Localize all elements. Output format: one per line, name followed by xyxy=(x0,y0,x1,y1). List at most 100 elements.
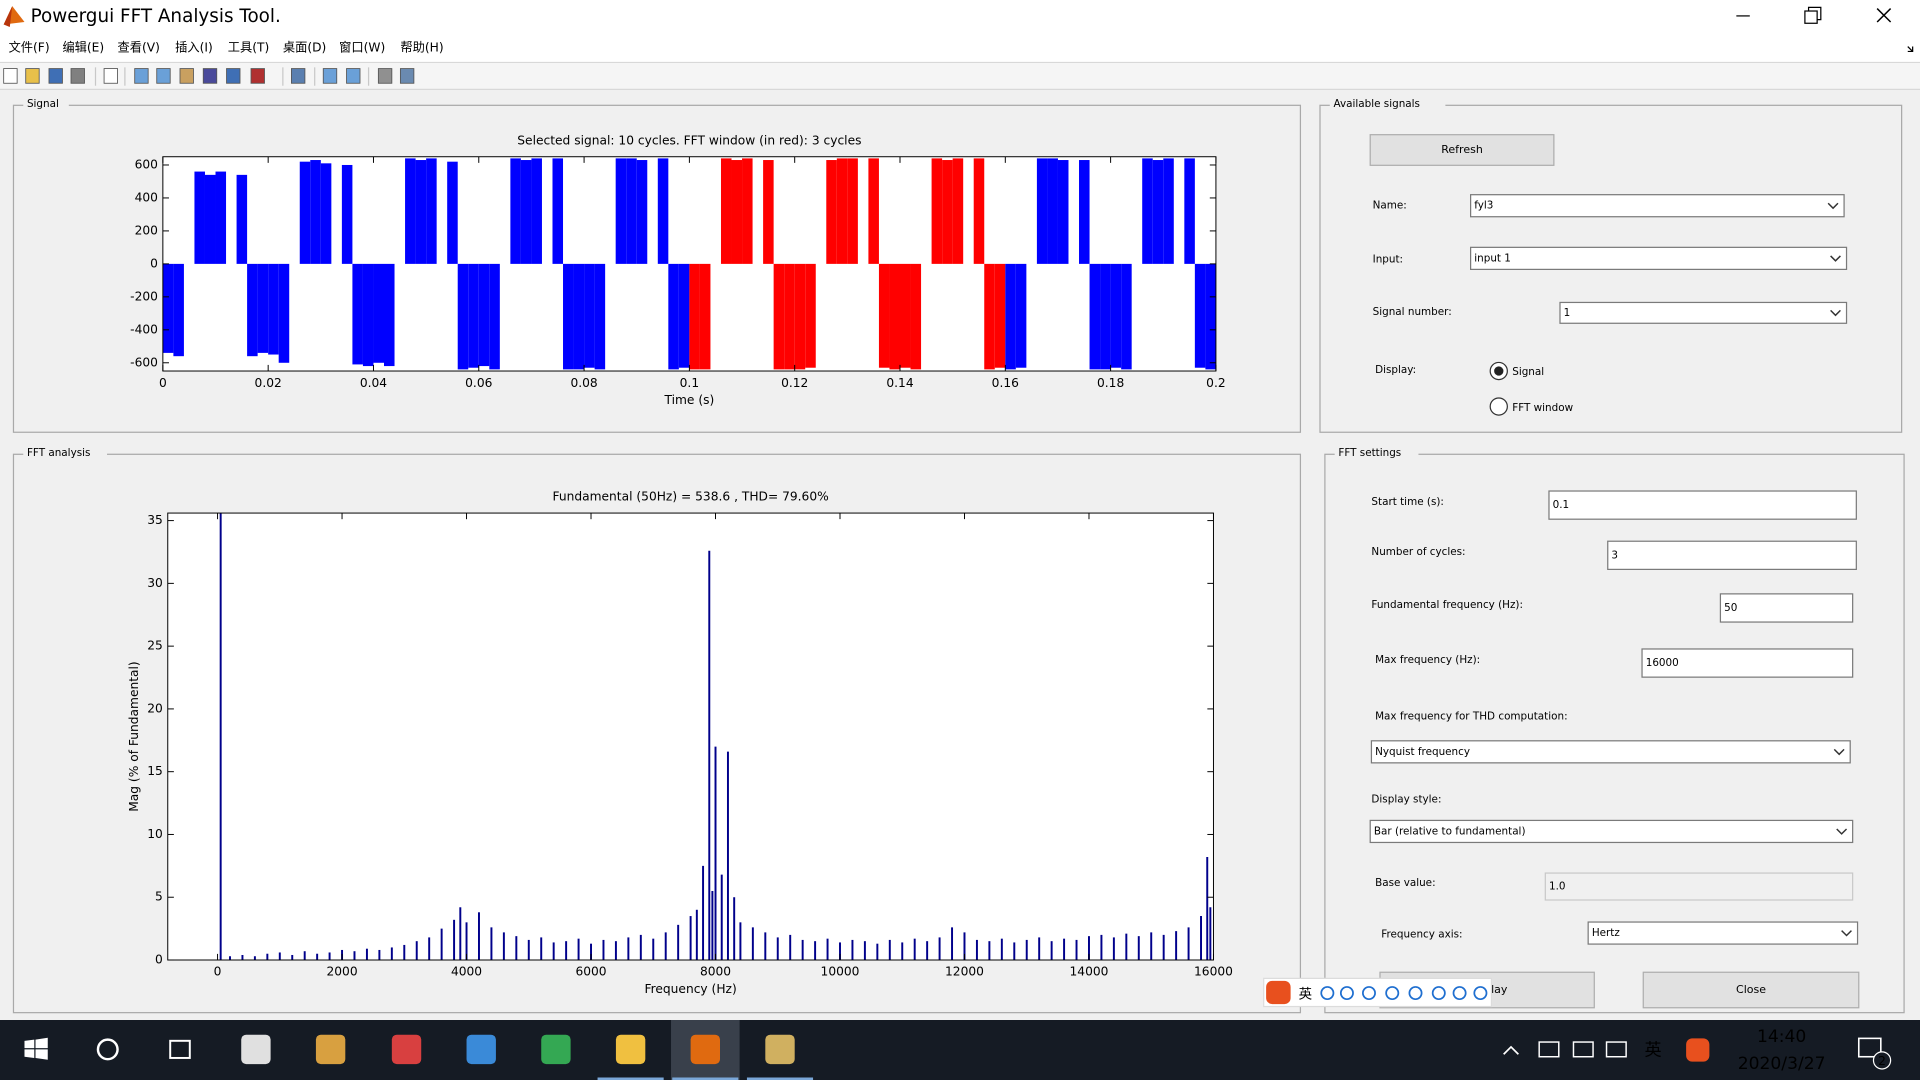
menu-item[interactable]: 桌面(D) xyxy=(283,40,326,54)
signal-segment xyxy=(973,158,985,264)
ime-icon[interactable] xyxy=(1408,986,1423,1001)
signal-number-dropdown-arrow[interactable] xyxy=(1830,309,1841,317)
close-button-label: Close xyxy=(1736,983,1766,996)
toolbar-button[interactable] xyxy=(226,68,241,84)
dock-arrow[interactable] xyxy=(1907,46,1914,53)
toolbar-button[interactable] xyxy=(250,68,265,84)
signal-segment xyxy=(1152,160,1164,264)
notification-count: 2 xyxy=(1878,1054,1886,1068)
toolbar-button[interactable] xyxy=(322,68,338,84)
max-frequency-field[interactable] xyxy=(1641,648,1854,678)
signal-segment xyxy=(384,263,395,367)
start-time-field[interactable] xyxy=(1548,490,1857,520)
tray-icon[interactable] xyxy=(1538,1041,1560,1058)
menu-item[interactable]: 帮助(H) xyxy=(400,40,443,54)
menu-item[interactable]: 编辑(E) xyxy=(62,39,104,54)
toolbar-button[interactable] xyxy=(291,68,306,84)
signal-segment xyxy=(878,263,890,368)
thd-dropdown[interactable] xyxy=(1370,740,1851,764)
toolbar-button[interactable] xyxy=(134,68,149,84)
name-dropdown-arrow[interactable] xyxy=(1827,202,1839,210)
menu-item[interactable]: 工具(T) xyxy=(228,40,270,54)
input-dropdown[interactable] xyxy=(1470,246,1848,271)
toolbar-button[interactable] xyxy=(48,68,63,84)
toolbar-icons xyxy=(3,67,415,86)
panel-label: FFT analysis xyxy=(27,447,91,459)
ime-icon[interactable] xyxy=(1452,986,1467,1001)
menu-item[interactable]: 查看(V) xyxy=(118,40,160,54)
signal-segment xyxy=(763,160,774,264)
signal-number-dropdown[interactable] xyxy=(1559,301,1848,324)
panel-label-background xyxy=(1334,445,1419,461)
frequency-axis-dropdown-arrow[interactable] xyxy=(1841,930,1852,937)
x-tick-label: 0.02 xyxy=(255,376,282,390)
signal-segment xyxy=(784,263,795,370)
toolbar-button[interactable] xyxy=(3,68,18,84)
tray-chevron[interactable] xyxy=(1503,1045,1519,1055)
notification-center[interactable] xyxy=(1857,1037,1882,1058)
signal-segment xyxy=(826,160,837,264)
x-axis-label: Frequency (Hz) xyxy=(644,982,736,996)
toolbar-button[interactable] xyxy=(202,68,218,84)
search-button[interactable] xyxy=(96,1038,119,1061)
toolbar-button[interactable] xyxy=(70,68,85,84)
taskbar-app[interactable] xyxy=(690,1034,720,1065)
signal-segment xyxy=(447,161,458,264)
toolbar-button[interactable] xyxy=(103,68,118,84)
taskbar-app[interactable] xyxy=(315,1034,346,1065)
radio-button[interactable] xyxy=(1489,397,1508,416)
start-button[interactable] xyxy=(24,1037,48,1060)
toolbar-button[interactable] xyxy=(346,68,361,84)
panel-label: Signal xyxy=(27,98,59,110)
taskbar-app[interactable] xyxy=(466,1034,496,1065)
display-style-dropdown-arrow[interactable] xyxy=(1836,828,1848,835)
ime-icon[interactable] xyxy=(1339,986,1354,1001)
panel-label-background xyxy=(23,96,69,112)
close-button[interactable] xyxy=(1642,971,1860,1009)
taskbar-app[interactable] xyxy=(615,1034,646,1065)
menu-item[interactable]: 窗口(W) xyxy=(339,40,385,54)
taskbar-app[interactable] xyxy=(241,1034,271,1065)
toolbar-button[interactable] xyxy=(25,68,40,84)
menu-item[interactable]: 插入(I) xyxy=(175,40,213,54)
input-dropdown-arrow[interactable] xyxy=(1830,255,1841,262)
tray-icon[interactable] xyxy=(1605,1041,1627,1058)
y-tick-label: 20 xyxy=(147,701,163,715)
name-dropdown[interactable] xyxy=(1470,194,1845,218)
task-view[interactable] xyxy=(169,1039,191,1059)
close-window-button[interactable] xyxy=(1876,8,1892,23)
signal-segment xyxy=(405,158,416,264)
toolbar-button[interactable] xyxy=(377,68,393,84)
taskbar-app[interactable] xyxy=(541,1034,571,1065)
restore-button[interactable] xyxy=(1804,10,1818,24)
cycles-field[interactable] xyxy=(1607,540,1857,570)
toolbar-button[interactable] xyxy=(399,68,415,84)
ime-icon[interactable] xyxy=(1473,986,1488,1001)
fundamental-field[interactable] xyxy=(1719,593,1854,623)
signal-segment xyxy=(362,263,374,367)
taskbar-app[interactable] xyxy=(765,1034,795,1065)
x-tick-label: 0 xyxy=(214,965,222,979)
ime-icon[interactable] xyxy=(1320,986,1335,1001)
ime-icon[interactable] xyxy=(1362,986,1376,1001)
signal-segment xyxy=(931,158,943,264)
field-label: Number of cycles: xyxy=(1371,546,1465,558)
toolbar-button[interactable] xyxy=(156,68,171,84)
frequency-axis-dropdown[interactable] xyxy=(1587,921,1859,945)
refresh-button[interactable] xyxy=(1369,134,1555,166)
display-style-dropdown[interactable] xyxy=(1369,819,1854,844)
cycles-field-value: 3 xyxy=(1611,549,1618,561)
tray-icon[interactable] xyxy=(1572,1041,1594,1058)
tray-ime-icon[interactable] xyxy=(1686,1038,1710,1062)
taskbar-app[interactable] xyxy=(391,1034,422,1065)
signal-segment xyxy=(478,263,490,367)
ime-icon[interactable] xyxy=(1431,986,1446,1001)
thd-dropdown-arrow[interactable] xyxy=(1833,748,1845,756)
y-tick-label: 0 xyxy=(150,256,158,270)
toolbar-button[interactable] xyxy=(179,68,194,84)
signal-segment xyxy=(215,171,227,264)
y-tick-label: -600 xyxy=(130,355,158,369)
menu-item[interactable]: 文件(F) xyxy=(9,39,50,54)
ime-icon[interactable] xyxy=(1385,986,1400,1001)
